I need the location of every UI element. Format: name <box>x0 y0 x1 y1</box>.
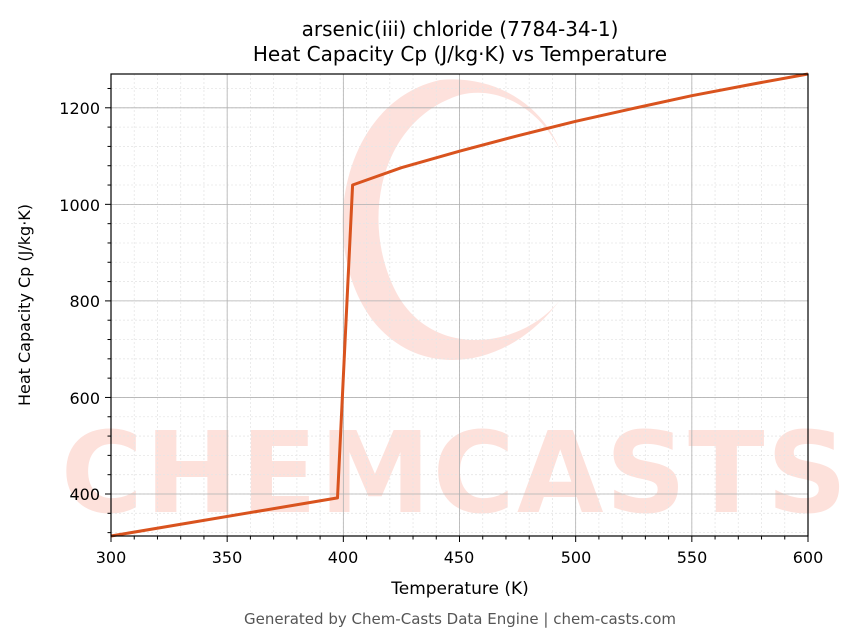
y-tick-label: 1000 <box>59 196 100 215</box>
x-tick-label: 500 <box>561 548 592 567</box>
x-tick-label: 600 <box>793 548 824 567</box>
chart-title: arsenic(iii) chloride (7784-34-1) <box>302 17 619 41</box>
footer-credit: Generated by Chem-Casts Data Engine | ch… <box>244 610 676 628</box>
x-tick-label: 300 <box>96 548 127 567</box>
y-tick-label: 600 <box>69 389 100 408</box>
watermark: CHEMCASTS <box>61 79 843 539</box>
y-tick-label: 800 <box>69 292 100 311</box>
y-tick-label: 1200 <box>59 99 100 118</box>
x-axis-label: Temperature (K) <box>390 579 529 599</box>
chart-subtitle: Heat Capacity Cp (J/kg·K) vs Temperature <box>253 42 667 66</box>
watermark-text: CHEMCASTS <box>61 409 843 539</box>
x-tick-label: 350 <box>212 548 243 567</box>
cp-line <box>110 72 809 538</box>
y-axis-label: Heat Capacity Cp (J/kg·K) <box>15 204 34 406</box>
x-tick-labels: 300 350 400 450 500 550 600 <box>96 548 824 567</box>
x-tick-label: 450 <box>444 548 475 567</box>
y-tick-label: 400 <box>69 485 100 504</box>
x-tick-label: 400 <box>328 548 359 567</box>
axis-ticks <box>105 87 809 542</box>
y-tick-labels: 400 600 800 1000 1200 <box>59 99 100 504</box>
x-tick-label: 550 <box>677 548 708 567</box>
